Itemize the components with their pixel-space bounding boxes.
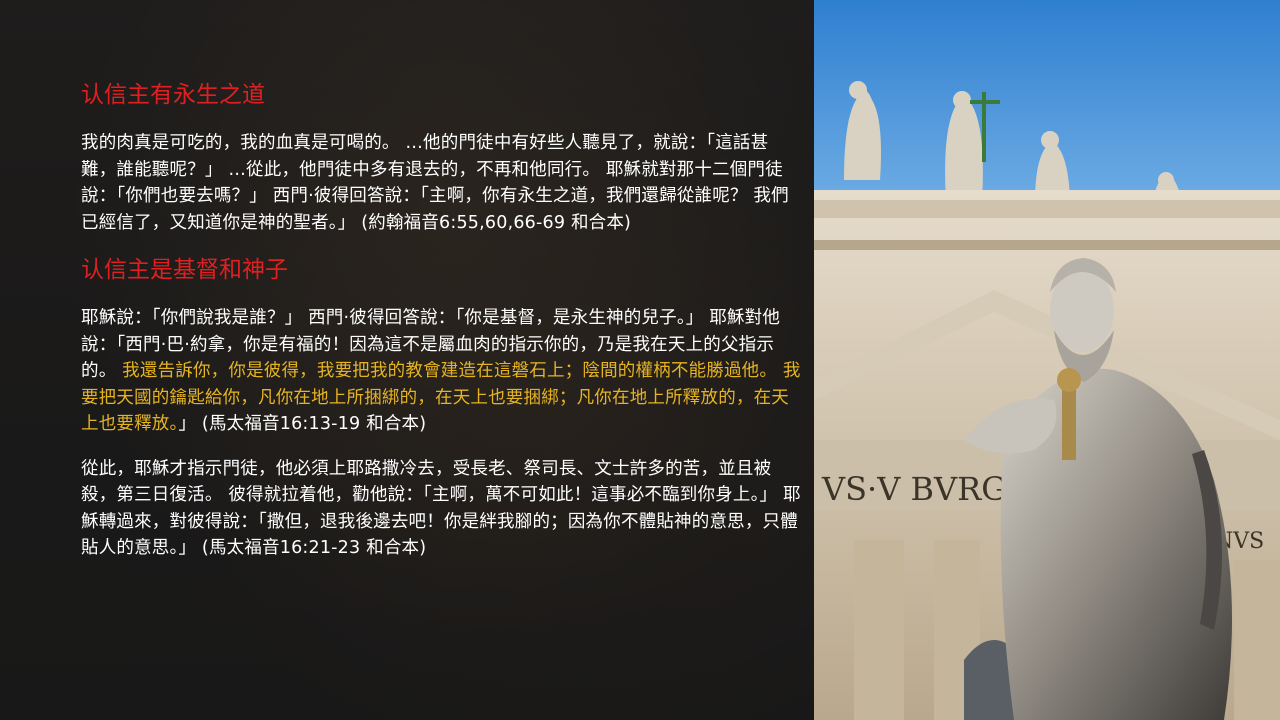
facade-inscription: VS·V BVRGH: [821, 470, 1035, 508]
scripture-john-6: 我的肉真是可吃的，我的血真是可喝的。 …他的門徒中有好些人聽見了，就說：「這話甚…: [81, 133, 789, 233]
section-heading-eternal-life: 认信主有永生之道: [81, 82, 265, 108]
scripture-reference: 」 (馬太福音16:13-19 和合本): [178, 414, 427, 434]
st-peter-photo: VS·V BVRGH NVS: [814, 0, 1280, 720]
scripture-text-highlight: 我還告訴你，你是彼得，我要把我的教會建造在這磐石上；陰間的權柄不能勝過他。 我要…: [81, 361, 801, 434]
scripture-matthew-16-21: 從此，耶穌才指示門徒，他必須上耶路撒冷去，受長老、祭司長、文士許多的苦，並且被殺…: [81, 458, 801, 559]
text-panel-background: [0, 0, 814, 720]
st-peter-statue: [964, 258, 1232, 720]
statue-of-st-peter-icon: VS·V BVRGH NVS: [814, 0, 1280, 720]
text-content: 认信主有永生之道 我的肉真是可吃的，我的血真是可喝的。 …他的門徒中有好些人聽見…: [81, 78, 801, 562]
scripture-matthew-16-13: 耶穌說：「你們說我是誰？」 西門·彼得回答說：「你是基督，是永生神的兒子。」 耶…: [81, 305, 801, 438]
scripture-text-plain: 耶穌說：「你們說我是誰？」 西門·彼得回答說：「你是基督，是永生神的兒子。」 耶…: [81, 308, 781, 381]
section-heading-christ-son-of-god: 认信主是基督和神子: [81, 257, 288, 283]
